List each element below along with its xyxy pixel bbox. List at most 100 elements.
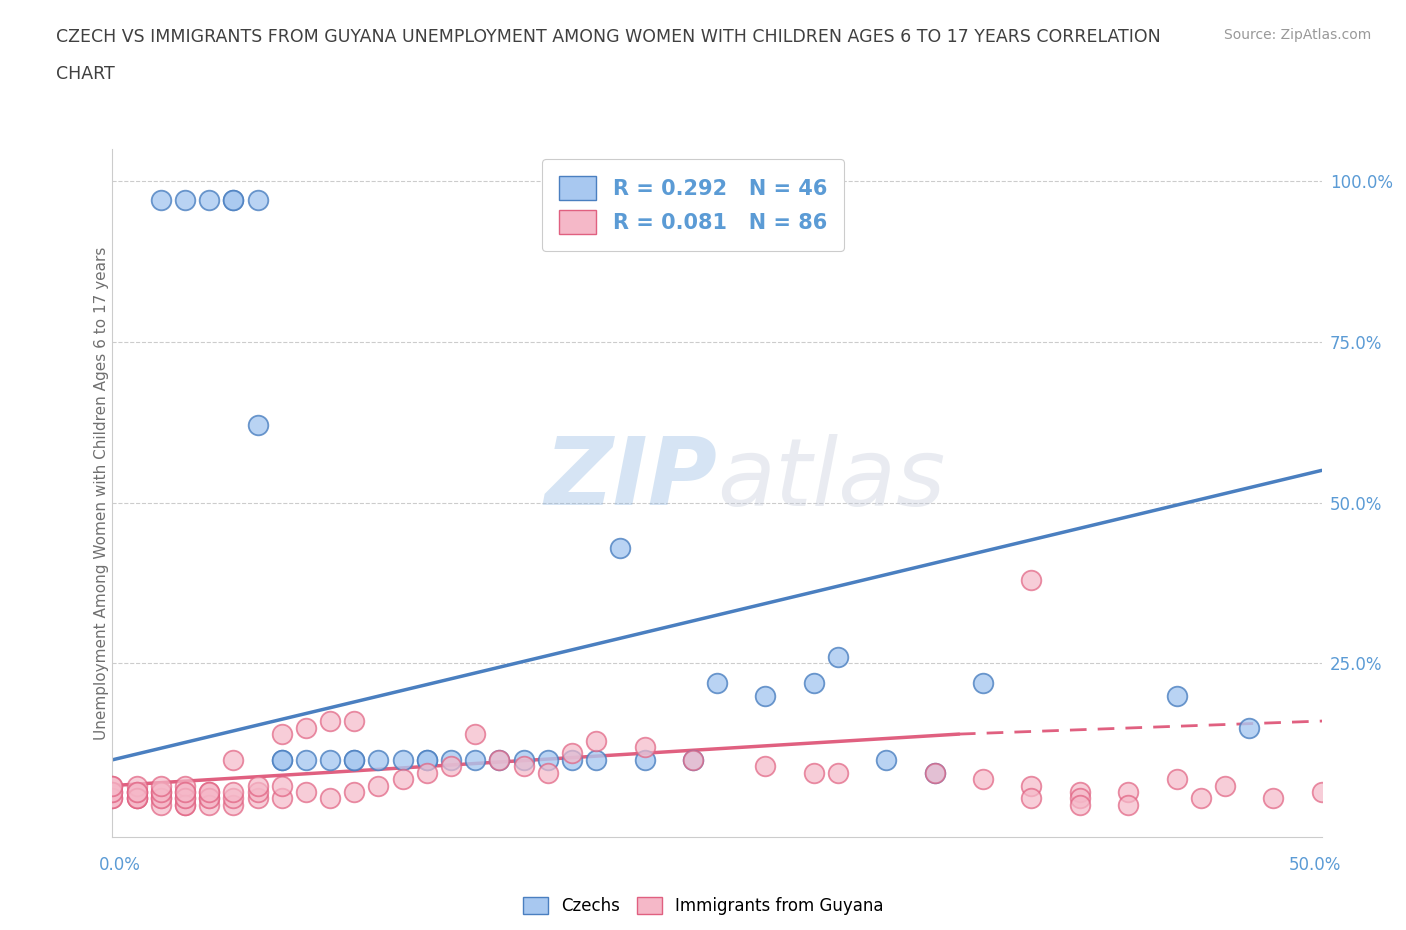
Point [972,772,994,787]
Point [488,752,510,767]
Point [198,193,221,207]
Point [222,752,245,767]
Point [343,714,366,729]
Point [1021,778,1043,793]
Point [875,752,897,767]
Point [585,752,607,767]
Text: 50.0%: 50.0% [1288,856,1341,873]
Point [198,791,221,806]
Point [270,752,292,767]
Legend: Czechs, Immigrants from Guyana: Czechs, Immigrants from Guyana [516,890,890,922]
Point [174,791,197,806]
Point [803,675,825,690]
Point [295,785,318,800]
Point [149,785,172,800]
Point [222,785,245,800]
Point [343,752,366,767]
Point [198,797,221,812]
Point [1021,572,1043,587]
Point [464,726,486,741]
Point [125,785,148,800]
Point [222,193,245,207]
Point [367,752,389,767]
Text: Source: ZipAtlas.com: Source: ZipAtlas.com [1223,28,1371,42]
Point [149,791,172,806]
Point [246,785,269,800]
Point [391,752,413,767]
Point [924,765,946,780]
Point [827,649,849,664]
Point [1189,791,1212,806]
Point [174,797,197,812]
Legend: R = 0.292   N = 46, R = 0.081   N = 86: R = 0.292 N = 46, R = 0.081 N = 86 [541,159,844,251]
Point [512,759,534,774]
Point [295,720,318,735]
Point [416,765,439,780]
Point [343,785,366,800]
Point [1069,791,1091,806]
Point [125,785,148,800]
Point [488,752,510,767]
Point [633,739,655,754]
Point [682,752,704,767]
Point [682,752,704,767]
Point [1021,791,1043,806]
Point [222,193,245,207]
Point [246,418,269,432]
Point [1116,785,1139,800]
Point [440,759,463,774]
Point [1069,797,1091,812]
Y-axis label: Unemployment Among Women with Children Ages 6 to 17 years: Unemployment Among Women with Children A… [94,246,108,739]
Point [827,765,849,780]
Point [1166,688,1188,703]
Point [295,752,318,767]
Point [246,193,269,207]
Point [125,791,148,806]
Point [319,752,342,767]
Point [561,746,583,761]
Point [270,791,292,806]
Point [101,778,124,793]
Point [1069,785,1091,800]
Point [391,772,413,787]
Point [537,765,560,780]
Point [174,778,197,793]
Point [972,675,994,690]
Point [101,785,124,800]
Point [464,752,486,767]
Point [803,765,825,780]
Point [270,752,292,767]
Point [149,193,172,207]
Point [924,765,946,780]
Point [222,791,245,806]
Point [149,785,172,800]
Point [174,785,197,800]
Point [149,797,172,812]
Text: atlas: atlas [717,433,945,525]
Point [706,675,728,690]
Point [512,752,534,767]
Point [754,759,776,774]
Text: ZIP: ZIP [544,433,717,525]
Point [198,791,221,806]
Point [125,791,148,806]
Point [125,791,148,806]
Point [270,726,292,741]
Point [319,714,342,729]
Point [174,785,197,800]
Point [125,785,148,800]
Point [1237,720,1260,735]
Point [246,778,269,793]
Point [125,778,148,793]
Point [440,752,463,767]
Point [319,791,342,806]
Point [174,193,197,207]
Point [585,733,607,748]
Point [101,785,124,800]
Point [1166,772,1188,787]
Point [174,791,197,806]
Point [561,752,583,767]
Point [416,752,439,767]
Point [1213,778,1236,793]
Point [101,778,124,793]
